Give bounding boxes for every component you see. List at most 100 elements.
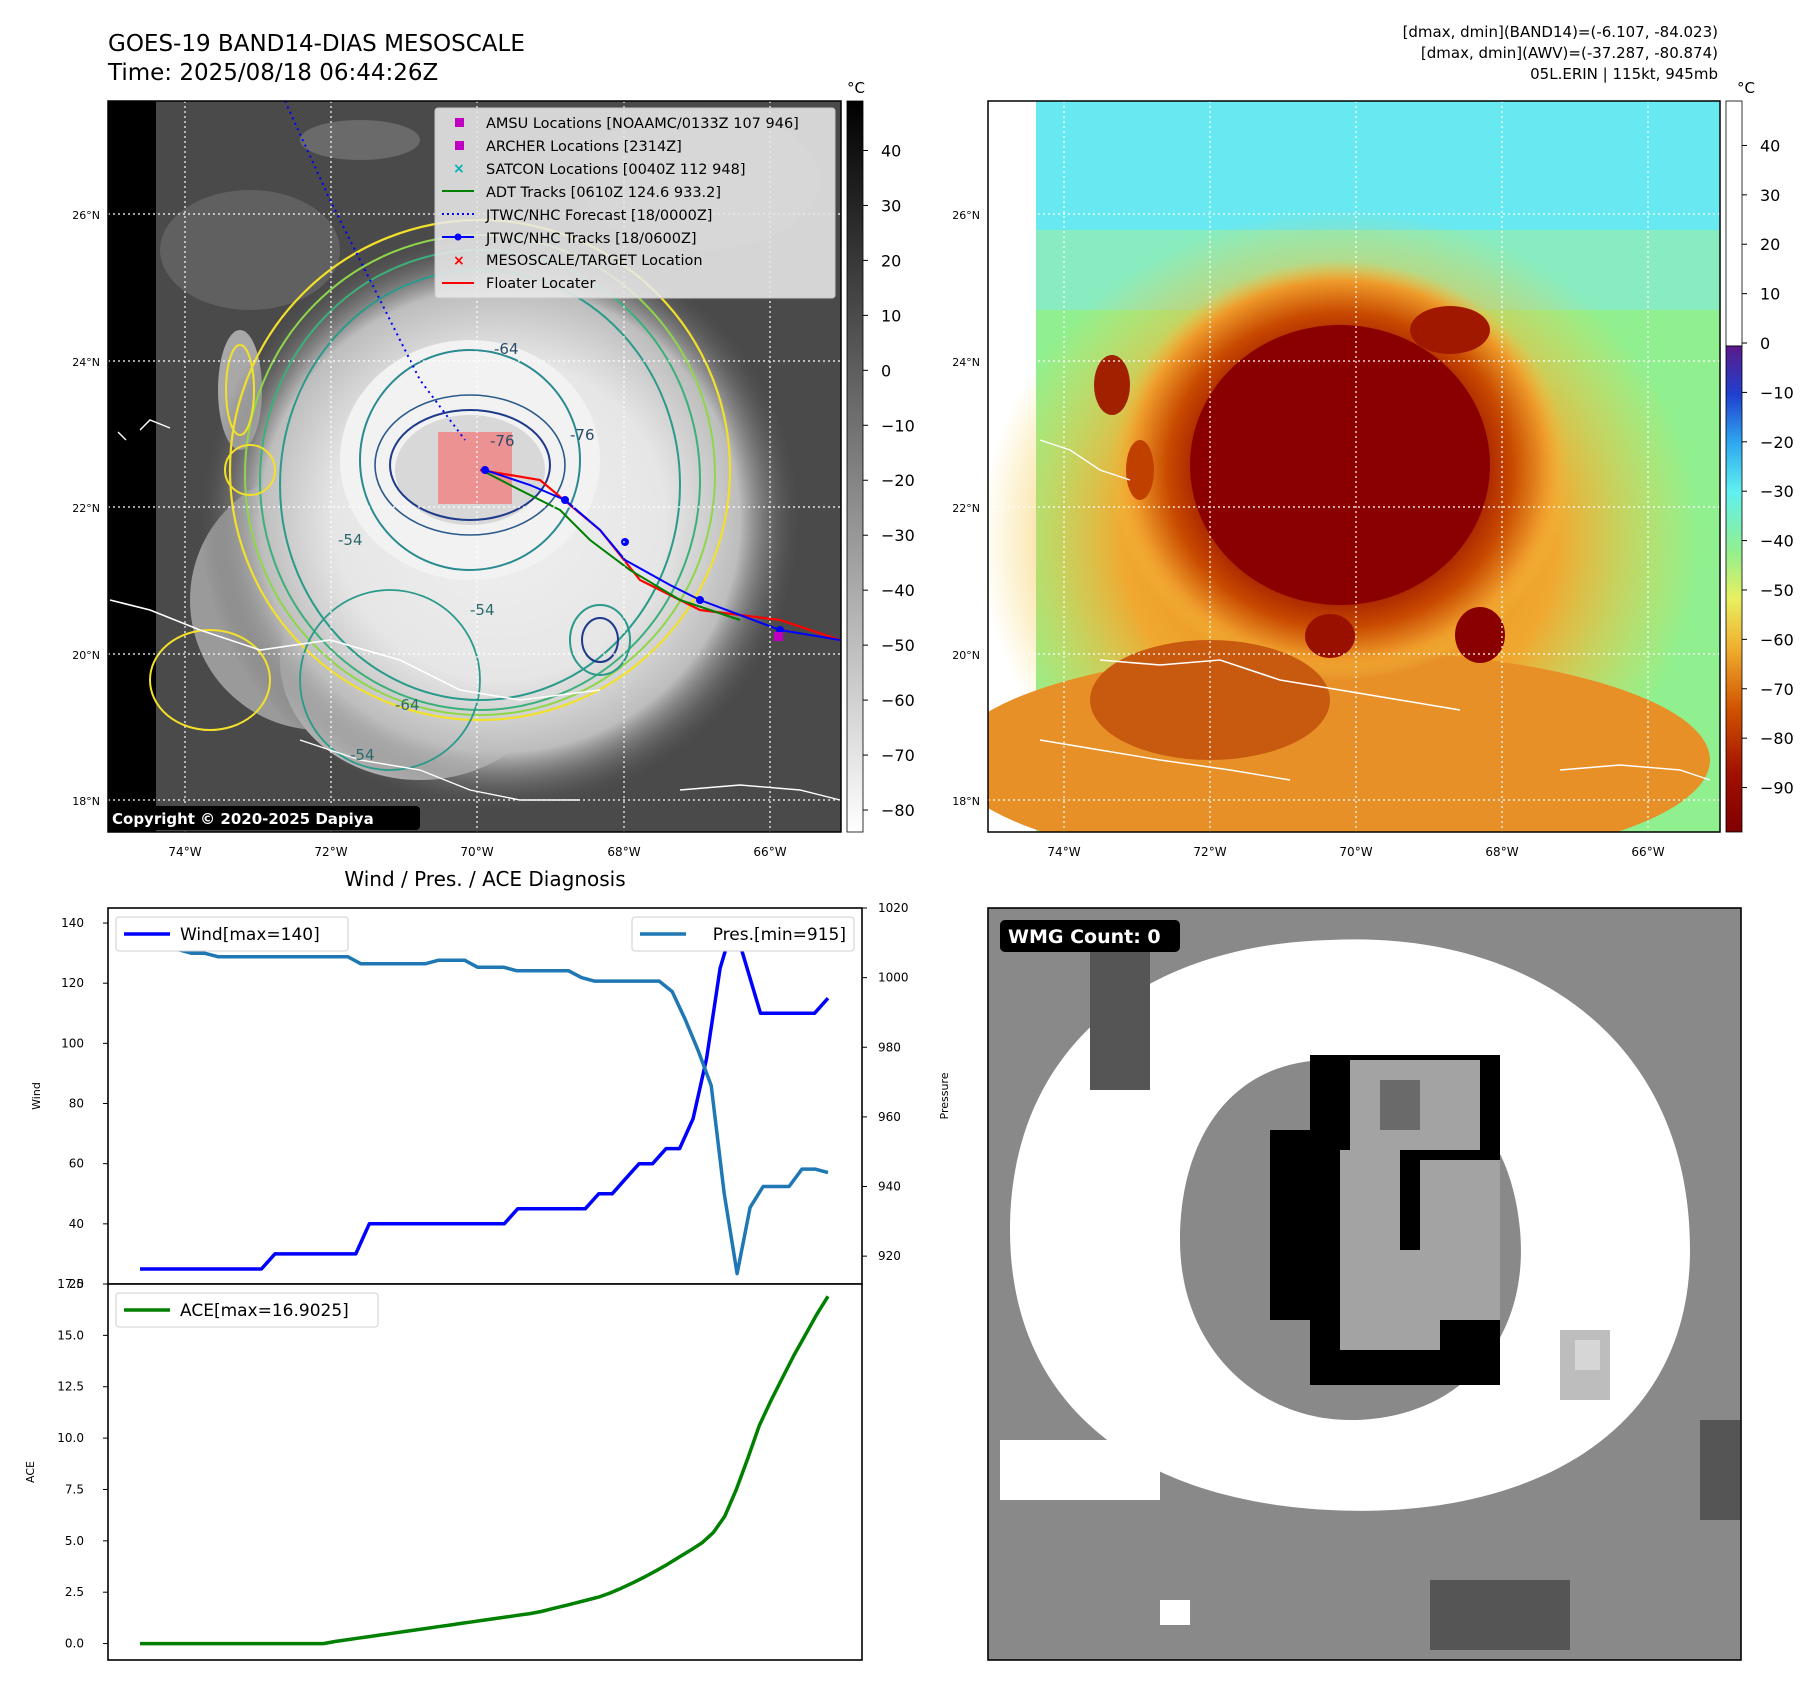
ace-chart: ACE 0.0 2.5 5.0 7.5 10.0 12.5 15.0 17.5 ACE[max… <box>24 1277 863 1661</box>
lon-label: 66°W <box>1631 845 1664 859</box>
lat-label: 26°N <box>952 209 980 222</box>
ace-tick-label: 0.0 <box>65 1637 84 1651</box>
stats-band14: [dmax, dmin](BAND14)=(-6.107, -84.023) <box>1403 23 1718 41</box>
wind-tick-label: 80 <box>69 1097 84 1111</box>
lon-label: 74°W <box>1047 845 1080 859</box>
ir-colorbar-tick-label: −70 <box>881 746 915 765</box>
pressure-tick-label: 1020 <box>878 901 909 915</box>
ace-tick-label: 7.5 <box>65 1482 84 1496</box>
contour-label: -54 <box>338 531 363 549</box>
awv-colorbar-tick-label: −80 <box>1760 729 1794 748</box>
legend-label: JTWC/NHC Tracks [18/0600Z] <box>485 231 697 247</box>
pressure-legend: Pres.[min=915] <box>631 916 855 952</box>
wind-tick-label: 20 <box>69 1277 84 1291</box>
ir-colorbar-tick-label: 10 <box>881 306 901 325</box>
lat-label: 18°N <box>952 795 980 808</box>
ace-tick-label: 12.5 <box>57 1380 84 1394</box>
lat-label: 24°N <box>952 356 980 369</box>
ir-colorbar-tick-label: −20 <box>881 471 915 490</box>
pressure-legend-label: Pres.[min=915] <box>713 925 846 945</box>
awv-colorbar-tick-label: −60 <box>1760 630 1794 649</box>
legend-x-icon: × <box>453 253 465 269</box>
contour-label: -64 <box>395 696 420 714</box>
wind-legend-label: Wind[max=140] <box>180 925 320 945</box>
wind-tick-label: 40 <box>69 1217 84 1231</box>
lon-label: 72°W <box>1193 845 1226 859</box>
ace-series-line <box>140 1295 830 1646</box>
awv-lon-labels: 74°W 72°W 70°W 68°W 66°W <box>1047 845 1664 859</box>
ir-colorbar-tick-label: −80 <box>881 801 915 820</box>
legend-label: ARCHER Locations [2314Z] <box>486 139 682 155</box>
awv-colorbar-tick-label: 30 <box>1760 186 1780 205</box>
awv-colorbar: °C 40 30 20 10 0 −10 −20 −30 −40 −50 −60 −70 −80 −90 <box>1725 79 1794 833</box>
awv-colorbar-tick-label: 40 <box>1760 136 1780 155</box>
stats-awv: [dmax, dmin](AWV)=(-37.287, -80.874) <box>1421 44 1718 62</box>
awv-colorbar-tick-label: −40 <box>1760 532 1794 551</box>
wmg-classification-image: WMG Count: 0 <box>987 907 1742 1661</box>
awv-colorbar-tick-label: −50 <box>1760 581 1794 600</box>
awv-colorbar-tick-label: −10 <box>1760 383 1794 402</box>
contour-label: -76 <box>570 426 595 444</box>
legend-label: MESOSCALE/TARGET Location <box>486 253 703 269</box>
legend-label: SATCON Locations [0040Z 112 948] <box>486 162 745 178</box>
pressure-tick-label: 980 <box>878 1040 901 1054</box>
ir-lat-labels: 26°N 24°N 22°N 20°N 18°N <box>72 209 100 808</box>
ace-axis-label: ACE <box>24 1461 37 1483</box>
ir-colorbar-tick-label: 40 <box>881 141 901 160</box>
lat-label: 26°N <box>72 209 100 222</box>
awv-colorbar-tick-label: −90 <box>1760 779 1794 798</box>
legend-square-icon <box>455 141 464 150</box>
legend-label: ADT Tracks [0610Z 124.6 933.2] <box>486 185 721 201</box>
figure-time: Time: 2025/08/18 06:44:26Z <box>107 60 438 86</box>
awv-colorbar-tick-label: −30 <box>1760 482 1794 501</box>
ace-legend: ACE[max=16.9025] <box>115 1292 379 1328</box>
pressure-tick-label: 1000 <box>878 971 909 985</box>
lat-label: 18°N <box>72 795 100 808</box>
wind-axis-label: Wind <box>30 1082 43 1110</box>
ace-tick-label: 2.5 <box>65 1585 84 1599</box>
lat-label: 20°N <box>72 649 100 662</box>
wind-tick-label: 100 <box>61 1036 84 1050</box>
lon-label: 68°W <box>607 845 640 859</box>
awv-colorbar-tick-label: −70 <box>1760 680 1794 699</box>
copyright-badge <box>108 806 420 830</box>
copyright-text: Copyright © 2020-2025 Dapiya <box>112 810 374 828</box>
legend-dot-icon <box>454 233 462 241</box>
ace-tick-label: 15.0 <box>57 1328 84 1342</box>
wmg-count-text: WMG Count: 0 <box>1008 926 1161 948</box>
lat-label: 22°N <box>72 502 100 515</box>
pressure-tick-label: 920 <box>878 1249 901 1263</box>
figure-title: GOES-19 BAND14-DIAS MESOSCALE <box>108 31 525 57</box>
wmg-count-badge <box>1000 920 1180 952</box>
ace-tick-label: 17.5 <box>57 1277 84 1291</box>
lon-label: 70°W <box>1339 845 1372 859</box>
lat-label: 24°N <box>72 356 100 369</box>
ace-tick-label: 10.0 <box>57 1431 84 1445</box>
awv-colorbar-unit: °C <box>1737 79 1755 97</box>
lat-label: 22°N <box>952 502 980 515</box>
contour-label: -64 <box>494 340 519 358</box>
wind-tick-label: 60 <box>69 1157 84 1171</box>
lon-label: 70°W <box>460 845 493 859</box>
lon-label: 74°W <box>168 845 201 859</box>
ir-colorbar-tick-label: 30 <box>881 196 901 215</box>
ir-colorbar-tick-label: 0 <box>881 361 891 380</box>
chart-title: Wind / Pres. / ACE Diagnosis <box>344 867 625 891</box>
awv-lat-labels: 26°N 24°N 22°N 20°N 18°N <box>952 209 980 808</box>
legend-label: Floater Locater <box>486 276 595 292</box>
pressure-tick-label: 960 <box>878 1110 901 1124</box>
lat-label: 20°N <box>952 649 980 662</box>
wind-tick-label: 140 <box>61 916 84 930</box>
ir-satellite-map: -64 -76 -76 -54 -54 -64 -54 × × AMSU Loc… <box>72 79 915 859</box>
ir-colorbar-tick-label: −50 <box>881 636 915 655</box>
ir-colorbar-tick-label: −40 <box>881 581 915 600</box>
awv-colorbar-tick-label: 10 <box>1760 285 1780 304</box>
wind-pressure-chart: Wind Pressure 20 40 60 80 100 120 140 920 940 96… <box>30 901 951 1291</box>
lon-label: 72°W <box>314 845 347 859</box>
legend-square-icon <box>455 118 464 127</box>
contour-label: -54 <box>350 746 375 764</box>
pressure-axis-label: Pressure <box>938 1072 951 1119</box>
ace-tick-label: 5.0 <box>65 1534 84 1548</box>
awv-colorbar-tick-label: 20 <box>1760 235 1780 254</box>
wind-legend: Wind[max=140] <box>115 916 349 952</box>
